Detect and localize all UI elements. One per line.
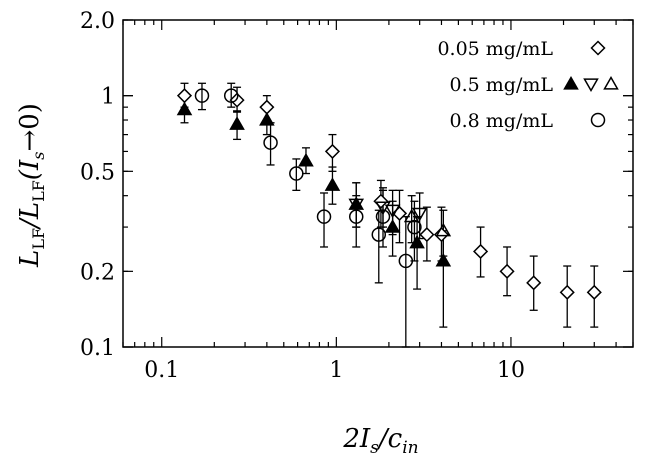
data-point-triangle-up-filled [409, 234, 425, 249]
plot-frame-rect [122, 19, 634, 348]
legend-marker-triangle-up-filled [563, 75, 579, 90]
legend-label: 0.05 mg/mL [437, 38, 553, 60]
data-point-circle-open [263, 135, 278, 150]
y-axis-title-p3: (I [15, 159, 45, 180]
axis-ticks [122, 19, 634, 348]
data-point-diamond-open [473, 243, 489, 259]
x-tick-label: 10 [497, 358, 525, 383]
y-tick-label: 2.0 [80, 9, 115, 34]
data-point-triangle-up-filled [435, 252, 452, 267]
x-axis-title-sub1: s [370, 438, 379, 453]
data-point-triangle-down-open [348, 198, 365, 213]
y-tick-label: 0.1 [80, 336, 115, 361]
legend-label: 0.8 mg/mL [450, 110, 554, 132]
data-point-circle-open [289, 166, 304, 181]
data-point-circle-open [407, 219, 422, 235]
data-point-diamond-open [526, 275, 542, 291]
legend-marker-circle-open [590, 112, 606, 128]
data-point-circle-open [223, 88, 239, 103]
y-axis-title-p4: →0) [15, 103, 45, 151]
y-axis-title: LLF/LLF(Is→0) [15, 103, 48, 268]
data-point-circle-open [194, 88, 210, 103]
y-tick-label: 1 [101, 85, 115, 110]
data-point-circle-open [316, 209, 332, 224]
data-point-diamond-open [229, 92, 245, 108]
data-point-triangle-up-filled [324, 177, 341, 191]
x-tick-label: 0.1 [144, 358, 179, 383]
y-axis-title-s1: LF [29, 228, 48, 250]
x-axis-title-main: 2I [342, 424, 371, 453]
data-point-diamond-open [586, 284, 602, 300]
x-axis-title: 2Is/cin [342, 424, 418, 453]
data-point-triangle-up-filled [384, 219, 401, 233]
plot-frame [122, 19, 634, 348]
y-axis-title-p1: L [15, 250, 45, 268]
data-point-diamond-open [259, 99, 275, 115]
x-tick-label: 1 [329, 358, 343, 383]
data-point-diamond-open [324, 143, 341, 159]
legend-marker-triangle-up-open [603, 75, 619, 90]
x-axis-title-slash: /c [376, 424, 403, 453]
data-point-diamond-open [176, 88, 193, 104]
y-axis-title-s3: s [29, 152, 48, 160]
legend-label: 0.5 mg/mL [450, 74, 554, 96]
data-point-diamond-open [499, 263, 515, 279]
data-point-circle-open [371, 227, 387, 242]
data-point-circle-open [348, 209, 364, 224]
legend: 0.05 mg/mL 0.5 mg/mL 0.8 mg/mL [437, 38, 619, 132]
data-point-circle-open [398, 253, 414, 269]
data-point-triangle-down-open [375, 201, 391, 216]
data-point-triangle-up-filled [229, 116, 245, 130]
y-axis-title-s2: LF [29, 180, 48, 202]
y-tick-label: 0.2 [80, 260, 115, 285]
x-axis-title-sub2: in [402, 438, 418, 453]
data-point-triangle-up-filled [259, 112, 275, 126]
y-axis-title-p2: /L [15, 202, 45, 231]
legend-marker-triangle-down-open [583, 78, 599, 93]
data-point-diamond-open [559, 284, 575, 300]
data-point-circle-open [375, 209, 391, 224]
data-point-triangle-down-open [384, 204, 401, 219]
data-point-triangle-down-open [411, 207, 428, 222]
data-point-diamond-open [373, 193, 389, 209]
data-point-triangle-up-filled [176, 101, 193, 116]
legend-marker-diamond-open [590, 40, 606, 56]
tick-labels: 0.1 0.2 0.5 1 2.0 0.1 1 10 [80, 9, 525, 383]
data-point-diamond-open [419, 227, 435, 243]
data-markers [176, 88, 602, 300]
data-point-diamond-open [433, 227, 450, 243]
data-point-triangle-up-filled [298, 152, 314, 167]
y-tick-label: 0.5 [80, 160, 115, 185]
data-point-triangle-up-open [435, 222, 452, 237]
